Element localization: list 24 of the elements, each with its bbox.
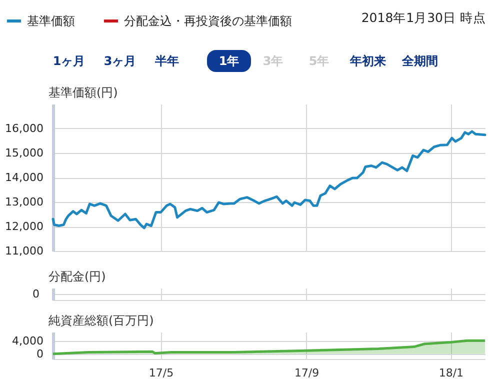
y-tick-label: 15,000 [5,146,44,160]
y-tick-label: 14,000 [5,171,44,184]
y-axis-title: 純資産総額(百万円) [48,314,154,328]
text: 年初来 [348,53,387,70]
text: 1ヶ月 [52,53,86,70]
y-tick-label: 11,000 [5,244,44,258]
text: 2018年1月30日 時点 [361,10,486,27]
text: 分配金(円) [48,270,106,284]
x-tick-label: 17/9 [294,366,320,379]
legend-label: 分配金込・再投資後の基準価額 [124,14,292,28]
text: 半年 [154,53,180,70]
x-tick-label: 17/5 [148,366,174,379]
y-tick-label: 13,000 [5,196,44,208]
y-axis-title: 基準価額(円) [48,86,118,100]
y-tick-label: 16,000 [5,122,44,135]
line-series [52,130,486,230]
text: 3ヶ月 [102,53,138,70]
legend-label: 基準価額 [27,14,75,28]
y-tick-label: 0 [36,347,44,360]
x-tick-label: 18/1 [438,366,464,379]
text: 1年 [207,50,251,72]
y-tick-label: 12,000 [5,220,44,233]
y-tick-label: 4,000 [12,334,44,348]
text: 全期間 [401,53,439,70]
